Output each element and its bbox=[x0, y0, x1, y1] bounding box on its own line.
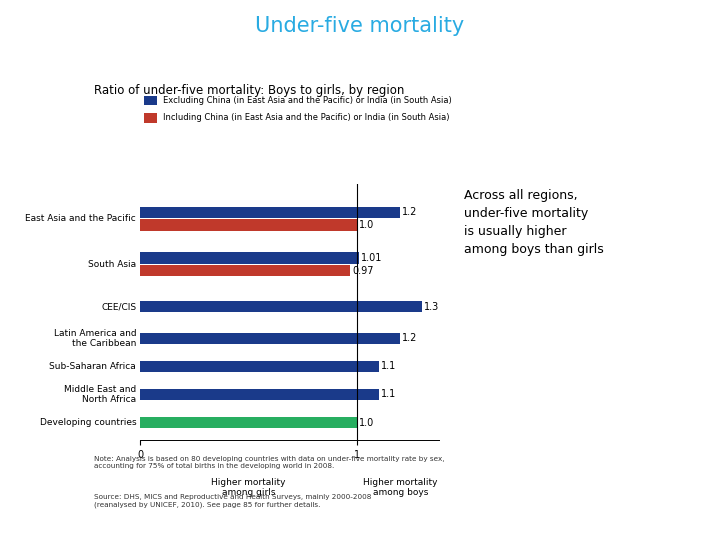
Bar bbox=[140, 253, 359, 264]
Text: 0.97: 0.97 bbox=[353, 266, 374, 276]
Bar bbox=[140, 389, 379, 400]
Bar bbox=[140, 361, 379, 372]
Text: Note: Analysis is based on 80 developing countries with data on under-five morta: Note: Analysis is based on 80 developing… bbox=[94, 456, 444, 469]
Text: 1.0: 1.0 bbox=[359, 220, 374, 230]
Text: Higher mortality
among girls: Higher mortality among girls bbox=[212, 478, 286, 497]
Text: Excluding China (in East Asia and the Pacific) or India (in South Asia): Excluding China (in East Asia and the Pa… bbox=[163, 96, 451, 105]
Text: Source: DHS, MICS and Reproductive and Health Surveys, mainly 2000-2008
(reanaly: Source: DHS, MICS and Reproductive and H… bbox=[94, 494, 371, 508]
Text: Higher mortality
among boys: Higher mortality among boys bbox=[363, 478, 438, 497]
Bar bbox=[140, 207, 400, 218]
Text: Across all regions,
under-five mortality
is usually higher
among boys than girls: Across all regions, under-five mortality… bbox=[464, 189, 604, 256]
Text: 1.2: 1.2 bbox=[402, 207, 418, 218]
Text: Ratio of under-five mortality: Boys to girls, by region: Ratio of under-five mortality: Boys to g… bbox=[94, 84, 404, 97]
Text: 1.3: 1.3 bbox=[424, 301, 439, 312]
Text: Including China (in East Asia and the Pacific) or India (in South Asia): Including China (in East Asia and the Pa… bbox=[163, 113, 449, 122]
Bar bbox=[140, 219, 357, 231]
Text: 1.01: 1.01 bbox=[361, 253, 382, 263]
Bar bbox=[140, 301, 422, 312]
Text: 1.0: 1.0 bbox=[359, 417, 374, 428]
Text: 1.2: 1.2 bbox=[402, 333, 418, 343]
Text: Under-five mortality: Under-five mortality bbox=[256, 16, 464, 36]
Bar bbox=[140, 417, 357, 428]
Bar bbox=[140, 265, 351, 276]
Text: 1.1: 1.1 bbox=[381, 389, 396, 400]
Text: 1.1: 1.1 bbox=[381, 361, 396, 372]
Bar bbox=[140, 333, 400, 344]
